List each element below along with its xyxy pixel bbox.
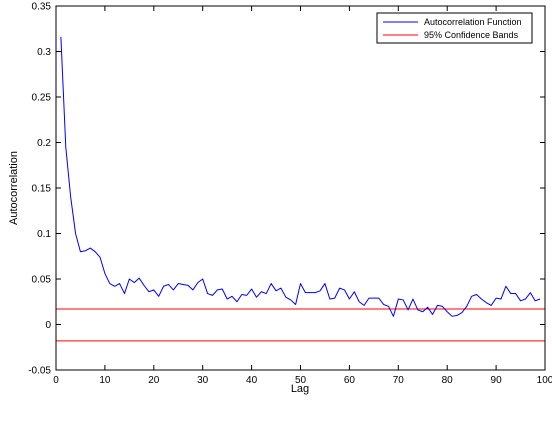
legend: Autocorrelation Function 95% Confidence … [376, 12, 533, 44]
plot-background [56, 6, 545, 370]
y-tick-label: 0.1 [37, 229, 51, 240]
x-tick-label: 30 [197, 375, 209, 386]
y-axis-title: Autocorrelation [8, 151, 20, 225]
x-tick-label: 0 [53, 375, 59, 386]
x-axis-title: Lag [291, 383, 309, 395]
y-tick-label: 0.2 [37, 138, 51, 149]
acf-line [60, 36, 541, 317]
x-tick-label: 80 [442, 375, 454, 386]
y-tick-label: 0.25 [32, 93, 52, 104]
x-tick-label: 70 [393, 375, 405, 386]
x-tick-label: 90 [491, 375, 503, 386]
x-tick-label: 10 [99, 375, 111, 386]
legend-label-confidence: 95% Confidence Bands [424, 30, 519, 40]
x-tick-label: 20 [148, 375, 160, 386]
x-tick-label: 100 [537, 375, 552, 386]
legend-label-acf: Autocorrelation Function [424, 17, 522, 27]
acf-series [60, 36, 541, 317]
y-tick-labels: -0.05 0 0.05 0.1 0.15 0.2 0.25 0.3 0.35 [28, 2, 51, 377]
confidence-bands [56, 308, 545, 342]
y-tick-label: -0.05 [28, 366, 51, 377]
axis-ticks [55, 5, 546, 371]
y-tick-label: 0.3 [37, 47, 51, 58]
x-tick-labels: 0 10 20 30 40 50 60 70 80 90 100 [53, 375, 552, 386]
y-tick-label: 0.15 [32, 184, 52, 195]
x-tick-label: 60 [344, 375, 356, 386]
y-tick-label: 0.05 [32, 275, 52, 286]
legend-box [376, 12, 533, 44]
y-tick-label: 0 [45, 320, 51, 331]
x-tick-label: 50 [295, 375, 307, 386]
y-tick-label: 0.35 [32, 2, 52, 13]
x-tick-label: 40 [246, 375, 258, 386]
